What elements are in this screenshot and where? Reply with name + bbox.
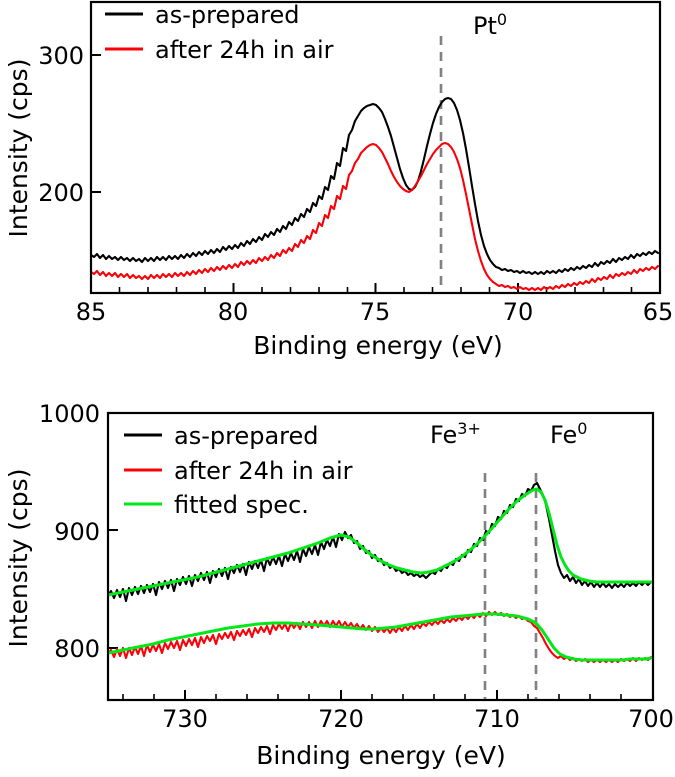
- top-panel-y-tick-300: 300: [38, 42, 84, 70]
- top-panel-y-tickmarks: [91, 54, 101, 193]
- top-panel-pt4f: Intensity (cps) 300 200: [4, 0, 674, 360]
- fe3plus-annotation-superscript: 3+: [457, 419, 481, 438]
- bottom-panel-y-tick-900: 900: [54, 518, 100, 546]
- top-panel-x-axis-title: Binding energy (eV): [253, 331, 502, 360]
- legend-label-as-prepared-bottom: as-prepared: [174, 422, 319, 450]
- top-panel-pt0-annotation: Pt0: [473, 10, 507, 40]
- bottom-panel-x-tick-700: 700: [628, 705, 674, 733]
- bottom-panel-fit-as-prepared: [109, 487, 652, 597]
- bottom-panel-y-tickmarks: [108, 412, 118, 649]
- top-panel-x-tick-70: 70: [503, 298, 534, 326]
- legend-label-as-prepared: as-prepared: [155, 1, 300, 29]
- top-panel-x-tickmarks: [90, 283, 661, 293]
- top-panel-curve-after-24h: [92, 141, 659, 292]
- bottom-panel-fe0-annotation: Fe0: [550, 419, 587, 449]
- top-panel-x-tick-85: 85: [76, 298, 107, 326]
- top-panel-y-tick-200: 200: [38, 179, 84, 207]
- top-panel-x-tick-80: 80: [218, 298, 249, 326]
- bottom-panel-y-tick-800: 800: [54, 635, 100, 663]
- bottom-panel-y-tick-1000: 1000: [39, 400, 100, 428]
- bottom-panel-y-axis-title: Intensity (cps): [4, 469, 33, 648]
- top-panel-legend: as-prepared after 24h in air: [105, 1, 334, 64]
- bottom-panel-fe2p: Intensity (cps) 1000 900 800: [4, 400, 674, 770]
- bottom-panel-x-tick-730: 730: [162, 705, 208, 733]
- bottom-panel-fit-after-24h: [109, 612, 652, 662]
- bottom-panel-fe3plus-annotation: Fe3+: [430, 419, 481, 449]
- bottom-panel-x-tickmarks: [122, 690, 654, 700]
- bottom-panel-legend: as-prepared after 24h in air fitted spec…: [124, 422, 353, 519]
- bottom-panel-x-tick-710: 710: [474, 705, 520, 733]
- pt0-annotation-base: Pt: [473, 12, 497, 40]
- bottom-panel-x-axis-title: Binding energy (eV): [256, 741, 505, 770]
- top-panel-curve-as-prepared: [92, 96, 659, 276]
- bottom-panel-plot-frame: [106, 411, 655, 702]
- top-panel-x-tick-65: 65: [643, 298, 674, 326]
- legend-label-after-24h: after 24h in air: [155, 36, 334, 64]
- top-panel-y-axis-title: Intensity (cps): [4, 59, 33, 238]
- top-panel-x-tick-75: 75: [360, 298, 391, 326]
- fe3plus-annotation-base: Fe: [430, 421, 457, 449]
- fe0-annotation-superscript: 0: [577, 419, 587, 438]
- pt0-annotation-superscript: 0: [497, 10, 507, 29]
- legend-label-after-24h-bottom: after 24h in air: [174, 457, 353, 485]
- legend-label-fitted-spec: fitted spec.: [174, 491, 309, 519]
- bottom-panel-x-tick-720: 720: [318, 705, 364, 733]
- fe0-annotation-base: Fe: [550, 421, 577, 449]
